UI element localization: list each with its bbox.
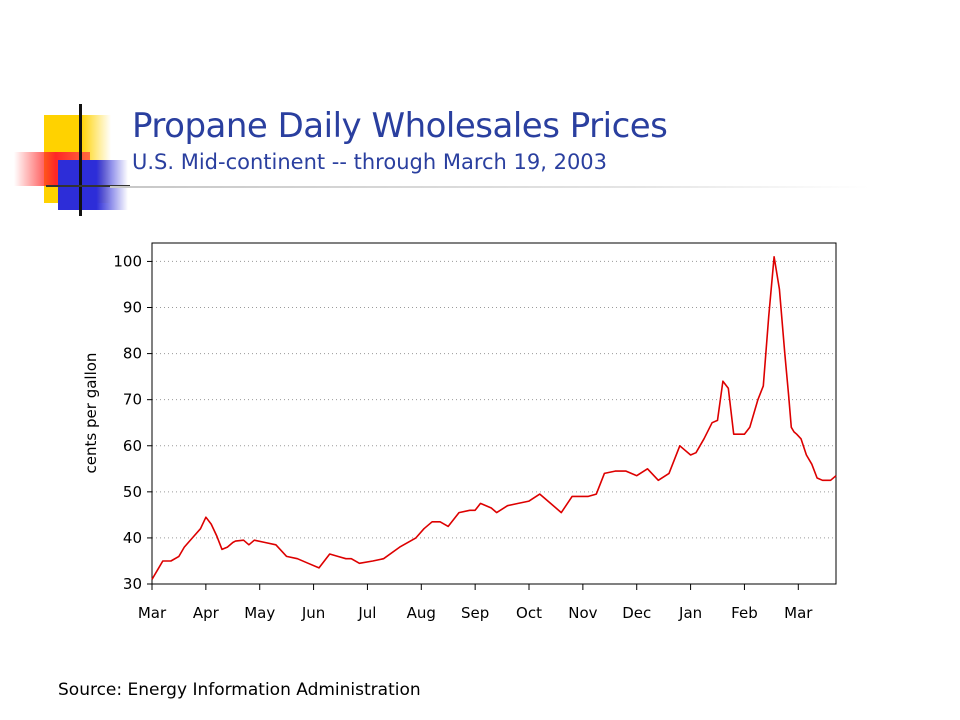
x-tick-label: Sep [461, 604, 489, 622]
x-tick-label: Jul [357, 604, 376, 622]
decor-vertical-line [79, 104, 82, 216]
y-tick-label: 80 [123, 345, 142, 363]
y-tick-label: 50 [123, 483, 142, 501]
plot-area [151, 242, 837, 585]
x-tick-label: Dec [622, 604, 651, 622]
series-line-propane-price [151, 256, 837, 580]
y-axis-label: cents per gallon [82, 353, 100, 474]
x-tick-label: Apr [193, 604, 220, 622]
x-tick-label: Nov [568, 604, 597, 622]
y-tick-label: 40 [123, 529, 142, 547]
x-tick-label: Jan [678, 604, 702, 622]
y-tick-label: 70 [123, 391, 142, 409]
source-note: Source: Energy Information Administratio… [58, 680, 421, 700]
slide-subtitle: U.S. Mid-continent -- through March 19, … [132, 150, 608, 174]
x-tick-label: Feb [731, 604, 758, 622]
y-tick-label: 100 [113, 252, 142, 270]
x-tick-label: Mar [138, 604, 167, 622]
x-tick-label: Aug [407, 604, 436, 622]
slide-title: Propane Daily Wholesales Prices [132, 106, 668, 146]
y-tick-label: 60 [123, 437, 142, 455]
axes: 30 40 50 60 70 80 90 100 Mar Apr May Jun Jul Aug Sep Oc… [113, 252, 813, 622]
y-tick-label: 30 [123, 575, 142, 593]
x-tick-label: Oct [516, 604, 542, 622]
gridlines [152, 260, 836, 539]
x-tick-label: Jun [301, 604, 325, 622]
x-tick-label: May [244, 604, 275, 622]
title-underline [110, 186, 870, 188]
decor-horizontal-line [46, 185, 130, 187]
x-tick-label: Mar [784, 604, 813, 622]
y-tick-label: 90 [123, 299, 142, 317]
